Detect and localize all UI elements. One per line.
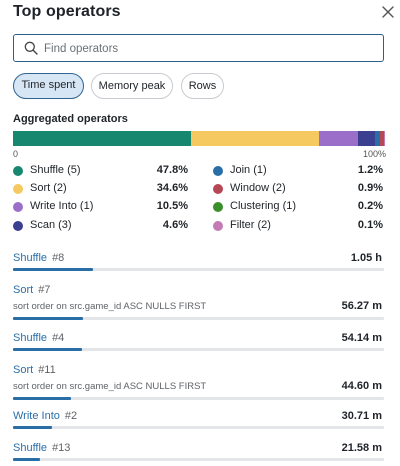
operator-title: Write Into #2 [13, 410, 77, 422]
legend-value: 1.2% [357, 164, 383, 176]
legend-value: 0.9% [357, 182, 383, 194]
operator-id: #8 [52, 252, 65, 264]
legend-swatch [13, 202, 23, 212]
close-icon [382, 6, 394, 18]
legend-name: Window (2) [230, 182, 286, 194]
legend-value: 10.5% [156, 200, 188, 212]
operator-value: 30.71 m [341, 410, 382, 422]
legend-value: 0.1% [357, 219, 383, 231]
operator-title: Sort #7 [13, 284, 50, 296]
operator-name-link[interactable]: Shuffle [13, 252, 48, 264]
legend-item: Write Into (1) 10.5% [13, 199, 188, 217]
operator-row[interactable]: Sort #11 sort order on src.game_id ASC NU… [13, 364, 384, 402]
operator-id: #2 [64, 410, 78, 422]
axis-min-label: 0 [13, 149, 19, 159]
legend-swatch [13, 166, 23, 176]
operator-value: 56.27 m [341, 300, 382, 312]
stacked-bar-segment [383, 131, 385, 146]
stacked-bar-segment [382, 131, 384, 146]
operator-bar-fill [13, 317, 84, 320]
operator-value: 21.58 m [341, 442, 382, 454]
operator-bar-track [13, 317, 384, 320]
panel-title: Top operators [13, 3, 121, 20]
operator-row[interactable]: Shuffle #4 54.14 m [13, 332, 384, 354]
legend-swatch [13, 184, 23, 194]
stacked-bar-segment [319, 131, 358, 146]
search-icon [24, 41, 38, 55]
operator-id: #7 [38, 284, 51, 296]
operator-row[interactable]: Shuffle #13 21.58 m [13, 442, 384, 464]
legend-value: 4.6% [162, 219, 188, 231]
legend-value: 34.6% [156, 182, 188, 194]
legend-swatch [13, 221, 23, 231]
operator-name-link[interactable]: Shuffle [13, 332, 48, 344]
operator-bar-track [13, 348, 384, 351]
stacked-bar-segment [358, 131, 376, 146]
legend-name: Scan (3) [30, 219, 72, 231]
legend-name: Join (1) [230, 164, 267, 176]
operator-title: Shuffle #4 [13, 332, 64, 344]
aggregated-stacked-bar [13, 131, 385, 146]
operator-bar-track [13, 268, 384, 271]
operator-bar-fill [13, 397, 71, 400]
operator-id: #4 [52, 332, 65, 344]
legend-value: 0.2% [357, 200, 383, 212]
operator-title: Sort #11 [13, 364, 56, 376]
operator-id: #11 [38, 364, 56, 376]
operator-bar-fill [13, 348, 82, 351]
operator-row[interactable]: Sort #7 sort order on src.game_id ASC NUL… [13, 284, 384, 322]
legend-name: Clustering (1) [230, 200, 297, 212]
legend-name: Shuffle (5) [30, 164, 81, 176]
operator-value: 44.60 m [341, 380, 382, 392]
legend-item: Shuffle (5) 47.8% [13, 163, 188, 181]
operator-detail: sort order on src.game_id ASC NULLS FIRS… [13, 301, 207, 312]
legend-swatch [213, 202, 223, 212]
operator-title: Shuffle #13 [13, 442, 70, 454]
operator-value: 1.05 h [350, 252, 382, 264]
operator-name-link[interactable]: Write Into [13, 410, 60, 422]
operator-bar-fill [13, 458, 41, 461]
search-input[interactable] [44, 39, 374, 58]
operator-id: #13 [52, 442, 71, 454]
legend-item: Filter (2) 0.1% [213, 218, 384, 236]
close-button[interactable] [378, 2, 398, 22]
legend-name: Filter (2) [230, 219, 271, 231]
stacked-bar-segment [190, 131, 319, 146]
legend-name: Write Into (1) [30, 200, 94, 212]
legend-item: Window (2) 0.9% [213, 181, 384, 199]
operator-name-link[interactable]: Shuffle [13, 442, 48, 454]
stacked-bar-segment [375, 131, 380, 146]
search-box [13, 34, 384, 62]
axis-max-label: 100% [362, 149, 386, 159]
operator-value: 54.14 m [341, 332, 382, 344]
legend-value: 47.8% [156, 164, 188, 176]
operator-bar-track [13, 397, 384, 400]
legend-swatch [213, 184, 223, 194]
legend-name: Sort (2) [30, 182, 67, 194]
operator-bar-track [13, 458, 384, 461]
operator-row[interactable]: Write Into #2 30.71 m [13, 410, 384, 432]
tab-time-spent[interactable]: Time spent [13, 73, 84, 99]
operator-name-link[interactable]: Sort [13, 284, 34, 296]
operator-bar-track [13, 426, 384, 429]
stacked-bar-segment [379, 131, 383, 146]
operator-name-link[interactable]: Sort [13, 364, 34, 376]
legend-item: Clustering (1) 0.2% [213, 199, 384, 217]
operator-detail: sort order on src.game_id ASC NULLS FIRS… [13, 381, 207, 392]
operator-bar-fill [13, 426, 52, 429]
legend-swatch [213, 166, 223, 176]
operator-row[interactable]: Shuffle #8 1.05 h [13, 252, 384, 274]
legend-item: Scan (3) 4.6% [13, 218, 188, 236]
legend-swatch [213, 221, 223, 231]
tab-rows[interactable]: Rows [181, 73, 224, 99]
stacked-bar-segment [13, 131, 191, 146]
aggregated-operators-label: Aggregated operators [13, 113, 128, 125]
operator-title: Shuffle #8 [13, 252, 64, 264]
operator-bar-fill [13, 268, 93, 271]
tab-memory-peak[interactable]: Memory peak [91, 73, 173, 99]
legend-item: Sort (2) 34.6% [13, 181, 188, 199]
legend-item: Join (1) 1.2% [213, 163, 384, 181]
